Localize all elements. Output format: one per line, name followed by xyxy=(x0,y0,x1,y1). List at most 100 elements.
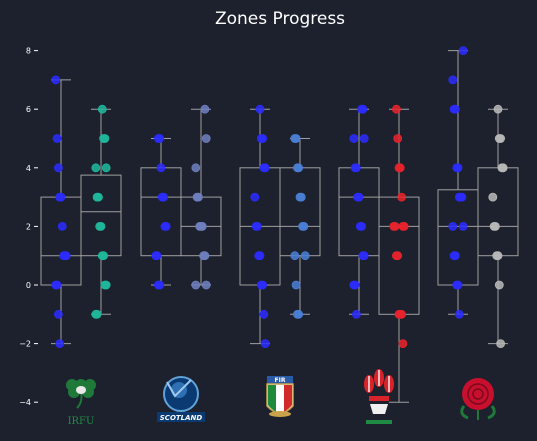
data-point xyxy=(255,104,265,114)
series-box xyxy=(140,134,182,290)
data-point xyxy=(397,192,407,202)
team-group-ireland xyxy=(40,75,122,349)
data-point xyxy=(101,280,111,290)
chart-title: Zones Progress xyxy=(215,9,345,29)
series-box xyxy=(180,104,222,290)
series-box xyxy=(378,104,420,403)
iqr-box xyxy=(338,167,380,257)
series-box xyxy=(80,104,122,319)
data-point xyxy=(92,309,102,319)
data-point xyxy=(290,251,300,261)
data-point xyxy=(201,280,211,290)
y-tick-label: 4 xyxy=(26,164,31,173)
data-point xyxy=(490,221,500,231)
data-point xyxy=(51,75,61,85)
data-point xyxy=(493,104,503,114)
data-point xyxy=(197,221,207,231)
team-group-scotland xyxy=(140,104,222,290)
series-box xyxy=(338,104,380,319)
prince-of-wales-feathers-icon xyxy=(364,369,394,424)
data-point xyxy=(450,104,460,114)
data-point xyxy=(101,163,111,173)
data-point xyxy=(351,309,361,319)
data-point xyxy=(94,192,103,202)
data-point xyxy=(252,221,262,231)
y-tick-label: 0 xyxy=(26,281,31,290)
data-point xyxy=(448,221,458,231)
iqr-box xyxy=(140,167,182,257)
data-point xyxy=(54,309,63,319)
y-tick-label: 2 xyxy=(26,222,31,231)
y-tick-label: 8 xyxy=(26,47,31,56)
data-point xyxy=(299,221,309,231)
data-point xyxy=(200,251,210,261)
data-point xyxy=(391,104,401,114)
data-point xyxy=(155,280,165,290)
data-point xyxy=(354,192,364,202)
data-point xyxy=(55,339,65,349)
data-point xyxy=(496,134,506,143)
data-point xyxy=(96,221,106,231)
team-logos: IRFU SCOTLAND FIR xyxy=(66,369,496,427)
data-point xyxy=(398,339,408,349)
data-point xyxy=(201,134,211,143)
data-point xyxy=(161,221,171,231)
italian-shield-icon: FIR xyxy=(266,376,294,417)
data-point xyxy=(453,163,463,173)
iqr-box xyxy=(40,196,82,286)
data-point xyxy=(454,309,464,319)
thistle-icon: SCOTLAND xyxy=(157,376,205,422)
data-point xyxy=(488,192,498,202)
data-point xyxy=(250,192,260,202)
data-point xyxy=(52,134,62,143)
data-point xyxy=(349,134,359,143)
data-point xyxy=(54,163,63,173)
data-point xyxy=(294,163,304,173)
data-point xyxy=(358,104,368,114)
red-rose-icon xyxy=(460,378,496,420)
data-point xyxy=(397,309,407,319)
data-point xyxy=(291,134,301,143)
data-point xyxy=(294,309,304,319)
data-point xyxy=(152,251,162,261)
data-point xyxy=(258,134,268,143)
y-axis: −4 −2 0 2 4 6 8 xyxy=(19,47,38,407)
data-point xyxy=(191,163,201,173)
series-box xyxy=(279,134,321,319)
data-point xyxy=(291,280,301,290)
plot-area xyxy=(40,46,519,403)
italy-logo-text: FIR xyxy=(275,377,286,384)
data-point xyxy=(159,192,169,202)
data-point xyxy=(359,134,369,143)
data-point xyxy=(61,251,71,261)
data-point xyxy=(200,104,210,114)
data-point xyxy=(91,163,101,173)
series-box xyxy=(437,46,479,319)
data-point xyxy=(300,251,310,261)
ireland-logo-text: IRFU xyxy=(68,416,95,427)
data-point xyxy=(494,280,504,290)
team-group-italy xyxy=(239,104,321,349)
y-tick-label: 6 xyxy=(26,105,31,114)
shamrock-icon: IRFU xyxy=(66,379,96,427)
data-point xyxy=(258,280,268,290)
data-point xyxy=(193,192,203,202)
data-point xyxy=(100,134,110,143)
series-box xyxy=(40,75,82,349)
y-tick-label: −4 xyxy=(19,398,31,407)
data-point xyxy=(259,309,269,319)
data-point xyxy=(99,251,108,261)
data-point xyxy=(191,280,201,290)
data-point xyxy=(155,134,165,143)
data-point xyxy=(359,251,369,261)
data-point xyxy=(350,280,360,290)
data-point xyxy=(260,163,270,173)
data-point xyxy=(458,221,468,231)
y-tick-label: −2 xyxy=(19,340,31,349)
data-point xyxy=(56,192,66,202)
team-group-england xyxy=(437,46,519,349)
data-point xyxy=(493,251,503,261)
data-point xyxy=(296,192,306,202)
data-point xyxy=(448,75,458,85)
